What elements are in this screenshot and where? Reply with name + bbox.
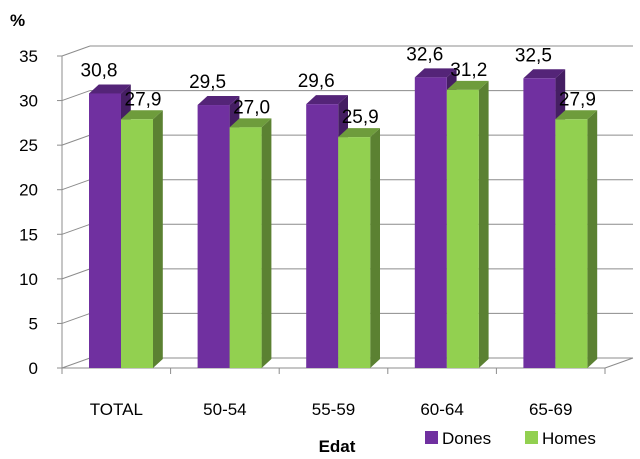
bar-top xyxy=(523,69,566,79)
x-axis-title: Edat xyxy=(319,437,356,456)
bar-top xyxy=(121,110,163,120)
bar-front xyxy=(89,93,121,368)
legend-label-dones: Dones xyxy=(442,429,491,448)
y-tick-label: 25 xyxy=(19,136,38,155)
gridline-connector xyxy=(61,312,91,324)
data-label-dones: 32,6 xyxy=(406,44,443,65)
axes: 0 5 10 15 20 25 30 35 TOTAL 50-54 55-59 60-64 65-69 xyxy=(19,47,634,419)
x-tick-label: 65-69 xyxy=(529,400,572,419)
y-tick-label: 0 xyxy=(29,359,38,378)
legend-swatch-homes xyxy=(525,431,538,444)
data-label-homes: 27,9 xyxy=(559,89,596,110)
bar-homes-50-54 xyxy=(229,118,272,368)
bar-top xyxy=(555,110,598,120)
legend-label-homes: Homes xyxy=(542,429,596,448)
gridline-connector xyxy=(61,268,91,280)
floor-edge xyxy=(604,357,634,369)
data-label-homes: 27,9 xyxy=(125,89,162,110)
bar-side xyxy=(478,80,489,369)
bar-top xyxy=(229,118,272,128)
bar-side xyxy=(153,110,163,368)
gridline-connector xyxy=(61,357,91,369)
legend-swatch-dones xyxy=(425,431,438,444)
data-label-homes: 31,2 xyxy=(450,60,487,81)
y-tick-label: 30 xyxy=(19,92,38,111)
legend: Dones Homes xyxy=(425,429,596,448)
bar-front xyxy=(338,137,371,368)
gridline-connector xyxy=(61,179,91,191)
bar-front xyxy=(446,89,479,369)
gridline-connector xyxy=(61,90,91,102)
bar-front xyxy=(306,104,339,368)
y-tick-label: 35 xyxy=(19,47,38,66)
data-label-homes: 27,0 xyxy=(233,97,270,118)
bar-top xyxy=(306,95,348,105)
bar-top xyxy=(89,84,131,94)
data-label-dones: 29,5 xyxy=(189,72,226,93)
bar-homes-total xyxy=(121,110,163,368)
gridline-connector xyxy=(61,223,91,235)
x-tick-label: 55-59 xyxy=(312,400,355,419)
bar-top xyxy=(338,128,380,138)
bar-top xyxy=(446,80,489,90)
bar-top xyxy=(414,68,457,78)
y-axis-title: % xyxy=(10,11,25,30)
y-tick-label: 15 xyxy=(19,225,38,244)
y-tick-label: 10 xyxy=(19,270,38,289)
x-tick-label: 60-64 xyxy=(420,400,463,419)
bar-side xyxy=(587,110,598,368)
data-labels: 30,8 27,9 29,5 27,0 29,6 25,9 32,6 31,2 32,5 27,9 xyxy=(81,44,596,128)
bar-homes-55-59 xyxy=(338,128,380,368)
data-label-homes: 25,9 xyxy=(342,107,379,128)
x-tick-label: 50-54 xyxy=(203,400,246,419)
bar-front xyxy=(197,105,230,369)
gridline-connector xyxy=(61,134,91,146)
data-label-dones: 29,6 xyxy=(298,71,335,92)
bar-front xyxy=(121,119,153,368)
gridline-connector xyxy=(61,45,91,57)
bar-front xyxy=(555,119,588,368)
bar-homes-65-69 xyxy=(555,110,598,368)
bar-homes-60-64 xyxy=(446,80,489,369)
bar-front xyxy=(523,78,556,369)
bars xyxy=(89,68,598,369)
bar-front xyxy=(414,77,447,368)
y-tick-label: 20 xyxy=(19,181,38,200)
data-label-dones: 32,5 xyxy=(515,45,552,66)
x-tick-label: TOTAL xyxy=(90,400,143,419)
data-label-dones: 30,8 xyxy=(81,60,118,81)
bar-top xyxy=(197,96,240,106)
bar-side xyxy=(370,128,380,368)
bar-front xyxy=(229,127,262,368)
bar-side xyxy=(261,118,272,368)
y-tick-label: 5 xyxy=(29,314,38,333)
